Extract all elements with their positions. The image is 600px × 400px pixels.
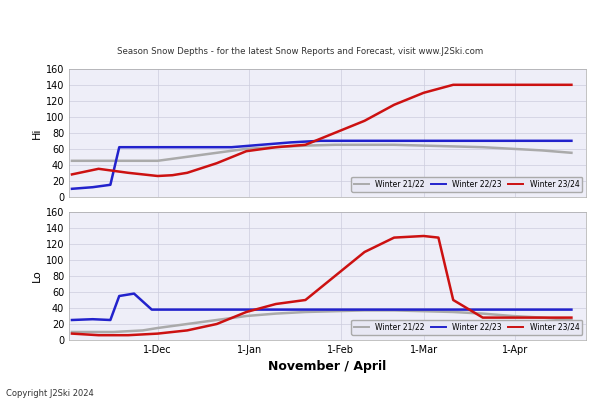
Text: J2SKi: J2SKi: [532, 12, 591, 31]
Text: Copyright J2Ski 2024: Copyright J2Ski 2024: [6, 389, 94, 398]
X-axis label: November / April: November / April: [268, 360, 387, 374]
Text: Season Snow Depths - for the latest Snow Reports and Forecast, visit www.J2Ski.c: Season Snow Depths - for the latest Snow…: [117, 46, 483, 56]
Y-axis label: Lo: Lo: [31, 270, 41, 282]
Y-axis label: Hi: Hi: [31, 127, 41, 138]
Legend: Winter 21/22, Winter 22/23, Winter 23/24: Winter 21/22, Winter 22/23, Winter 23/24: [351, 176, 583, 192]
Text: Pinzolo Snow: Pinzolo Snow: [9, 13, 143, 31]
Legend: Winter 21/22, Winter 22/23, Winter 23/24: Winter 21/22, Winter 22/23, Winter 23/24: [351, 320, 583, 335]
